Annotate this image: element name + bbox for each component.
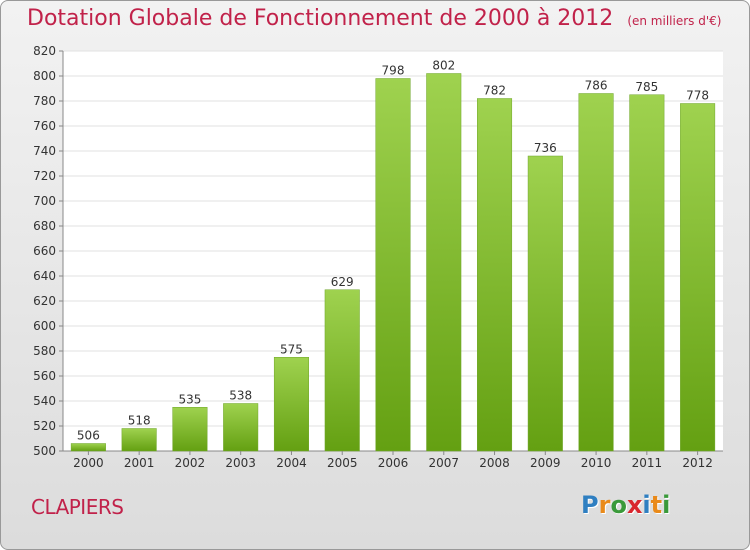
chart-unit: (en milliers d'€) (627, 14, 722, 28)
data-label: 538 (229, 389, 252, 403)
bar (223, 403, 259, 452)
y-tick-label: 500 (33, 444, 56, 458)
data-label: 535 (178, 392, 201, 406)
x-tick-label: 2000 (73, 456, 104, 470)
data-label: 786 (585, 79, 608, 93)
chart-title-text: Dotation Globale de Fonctionnement de 20… (27, 6, 614, 31)
logo-letter: x (626, 491, 643, 519)
x-tick-label: 2001 (124, 456, 155, 470)
bar (324, 289, 360, 452)
bar (477, 98, 513, 452)
bar (172, 407, 208, 452)
logo-letter: o (610, 491, 627, 519)
x-tick-label: 2006 (378, 456, 409, 470)
logo-letter: i (662, 491, 671, 519)
x-tick-label: 2011 (632, 456, 663, 470)
bar (426, 73, 462, 452)
bar (629, 94, 665, 452)
bar (578, 93, 614, 452)
y-tick-label: 680 (33, 219, 56, 233)
x-tick-label: 2007 (428, 456, 459, 470)
x-tick-label: 2009 (530, 456, 561, 470)
x-tick-label: 2005 (327, 456, 358, 470)
y-tick-label: 520 (33, 419, 56, 433)
y-tick-label: 660 (33, 244, 56, 258)
y-tick-label: 700 (33, 194, 56, 208)
data-label: 782 (483, 84, 506, 98)
proxiti-logo: Proxiti (581, 491, 670, 519)
x-tick-label: 2008 (479, 456, 510, 470)
x-tick-label: 2010 (581, 456, 612, 470)
x-tick-label: 2012 (682, 456, 713, 470)
y-tick-label: 540 (33, 394, 56, 408)
logo-letter: P (581, 491, 599, 519)
y-tick-label: 580 (33, 344, 56, 358)
y-tick-label: 780 (33, 94, 56, 108)
data-label: 798 (382, 64, 405, 78)
y-tick-label: 820 (33, 44, 56, 58)
bar (121, 428, 157, 452)
data-label: 802 (432, 59, 455, 73)
place-name: CLAPIERS (31, 495, 124, 519)
bar (273, 357, 309, 452)
chart-title: Dotation Globale de Fonctionnement de 20… (27, 6, 721, 31)
data-label: 575 (280, 342, 303, 356)
logo-letter: r (598, 491, 611, 519)
logo-letter: t (650, 491, 663, 519)
y-tick-label: 800 (33, 69, 56, 83)
data-label: 736 (534, 141, 557, 155)
bar (527, 155, 563, 452)
data-label: 778 (686, 89, 709, 103)
bar (375, 78, 411, 452)
y-tick-label: 740 (33, 144, 56, 158)
y-tick-label: 640 (33, 269, 56, 283)
bar (70, 443, 106, 452)
x-tick-label: 2004 (276, 456, 307, 470)
x-tick-label: 2002 (175, 456, 206, 470)
y-tick-label: 760 (33, 119, 56, 133)
logo-letter: i (642, 491, 651, 519)
y-tick-label: 720 (33, 169, 56, 183)
y-tick-label: 560 (33, 369, 56, 383)
bar (680, 103, 716, 452)
y-tick-label: 620 (33, 294, 56, 308)
y-tick-label: 600 (33, 319, 56, 333)
data-label: 518 (128, 414, 151, 428)
data-label: 506 (77, 429, 100, 443)
data-label: 629 (331, 275, 354, 289)
data-label: 785 (635, 80, 658, 94)
x-tick-label: 2003 (225, 456, 256, 470)
